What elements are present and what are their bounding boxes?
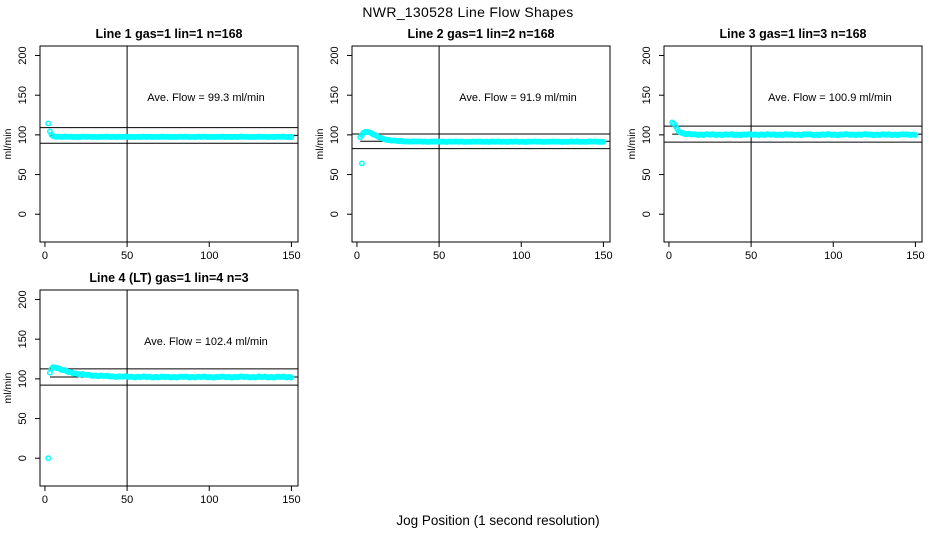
y-axis-label: ml/min	[2, 372, 14, 403]
x-tick-label: 0	[42, 250, 48, 262]
y-tick-label: 50	[641, 168, 653, 180]
y-tick-label: 50	[17, 412, 29, 424]
data-points	[669, 119, 919, 139]
x-tick-label: 150	[282, 494, 300, 506]
y-tick-label: 150	[17, 330, 29, 348]
y-tick-label: 0	[17, 455, 29, 461]
y-axis-label: ml/min	[314, 128, 326, 159]
average-flow-annotation: Ave. Flow = 102.4 ml/min	[144, 336, 268, 348]
data-point	[912, 132, 919, 138]
data-points	[46, 364, 295, 381]
subplot-line-4: 0 50 100 150 0 50 100 150 200 ml/min Line 4 (LT) g…	[0, 268, 312, 512]
x-tick-label: 100	[200, 250, 218, 262]
y-axis-label: ml/min	[2, 128, 14, 159]
y-tick-label: 100	[329, 126, 341, 144]
subplot-line-1-chart: 0 50 100 150 0 50 100 150 200 ml/min Line 1 gas=1 …	[2, 27, 301, 262]
subplot-title: Line 1 gas=1 lin=1 n=168	[96, 27, 243, 41]
outlier-point	[45, 120, 52, 127]
plot-box	[663, 45, 923, 243]
x-tick-label: 100	[512, 250, 530, 262]
y-tick-label: 0	[17, 211, 29, 217]
outlier-point	[358, 160, 365, 167]
figure-title: NWR_130528 Line Flow Shapes	[362, 4, 574, 20]
data-point	[600, 138, 607, 145]
x-axis-outer-label: Jog Position (1 second resolution)	[396, 513, 600, 528]
y-tick-label: 100	[17, 370, 29, 388]
plot-box	[351, 45, 611, 243]
x-tick-label: 0	[666, 250, 672, 262]
y-tick-label: 150	[329, 86, 341, 104]
y-tick-label: 50	[329, 168, 341, 180]
y-axis-label: ml/min	[626, 128, 638, 159]
data-point	[288, 374, 295, 381]
average-flow-annotation: Ave. Flow = 91.9 ml/min	[459, 92, 576, 104]
x-tick-label: 50	[745, 250, 757, 262]
y-tick-label: 200	[329, 46, 341, 64]
y-tick-label: 0	[329, 211, 341, 217]
x-tick-label: 150	[594, 250, 612, 262]
x-tick-label: 100	[200, 494, 218, 506]
x-tick-label: 50	[121, 250, 133, 262]
x-tick-label: 150	[906, 250, 924, 262]
subplot-line-4-chart: 0 50 100 150 0 50 100 150 200 ml/min Line 4 (LT) g…	[2, 271, 301, 506]
x-tick-label: 0	[42, 494, 48, 506]
average-flow-annotation: Ave. Flow = 99.3 ml/min	[147, 92, 264, 104]
x-tick-label: 150	[282, 250, 300, 262]
y-tick-label: 200	[17, 290, 29, 308]
plot-box	[39, 289, 299, 487]
subplot-line-3-chart: 0 50 100 150 0 50 100 150 200 ml/min Line 3 gas=1 …	[626, 27, 925, 262]
data-points	[46, 128, 295, 141]
subplot-line-3: 0 50 100 150 0 50 100 150 200 ml/min Line 3 gas=1 …	[624, 24, 936, 268]
data-point	[288, 134, 295, 140]
subplot-line-2: 0 50 100 150 0 50 100 150 200 ml/min Line 2 gas=1 …	[312, 24, 624, 268]
outlier-point	[45, 455, 52, 462]
y-tick-label: 50	[17, 168, 29, 180]
subplot-title: Line 3 gas=1 lin=3 n=168	[720, 27, 867, 41]
subplot-title: Line 4 (LT) gas=1 lin=4 n=3	[89, 271, 248, 285]
x-tick-label: 50	[433, 250, 445, 262]
y-tick-label: 150	[641, 86, 653, 104]
y-tick-label: 100	[17, 126, 29, 144]
subplot-line-2-chart: 0 50 100 150 0 50 100 150 200 ml/min Line 2 gas=1 …	[314, 27, 613, 262]
subplot-title: Line 2 gas=1 lin=2 n=168	[408, 27, 555, 41]
average-flow-annotation: Ave. Flow = 100.9 ml/min	[768, 92, 892, 104]
y-tick-label: 0	[641, 211, 653, 217]
x-tick-label: 50	[121, 494, 133, 506]
data-points	[357, 128, 607, 145]
y-tick-label: 150	[17, 86, 29, 104]
subplot-line-1: 0 50 100 150 0 50 100 150 200 ml/min Line 1 gas=1 …	[0, 24, 312, 268]
y-tick-label: 200	[641, 46, 653, 64]
plot-box	[39, 45, 299, 243]
y-tick-label: 100	[641, 126, 653, 144]
y-tick-label: 200	[17, 46, 29, 64]
x-tick-label: 100	[824, 250, 842, 262]
x-tick-label: 0	[354, 250, 360, 262]
